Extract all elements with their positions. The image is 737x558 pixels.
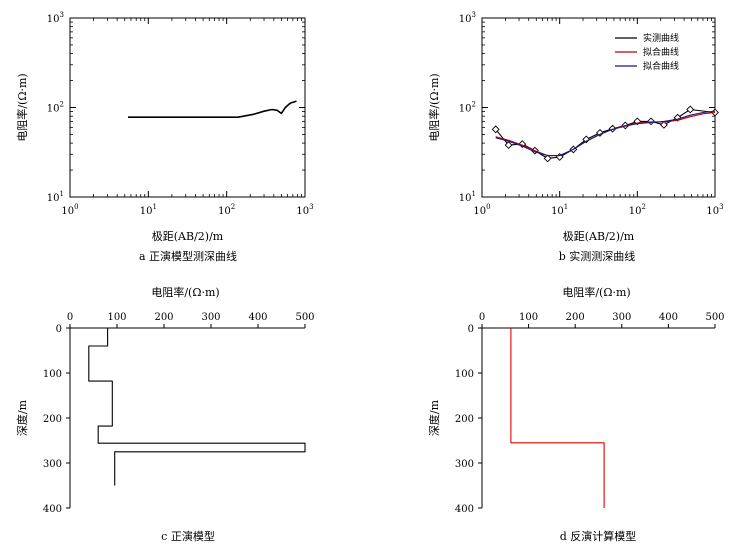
data-point <box>608 124 617 133</box>
caption: c 正演模型 <box>161 529 215 543</box>
x-tick-label-2: 102 <box>629 203 646 217</box>
x-tick-label-0: 0 <box>479 312 485 323</box>
y-tick-label-1: 102 <box>459 101 476 115</box>
data-point <box>491 125 500 134</box>
caption: d 反演计算模型 <box>560 529 637 543</box>
y-tick-label-0: 0 <box>468 324 474 335</box>
series-line-2 <box>495 110 716 157</box>
x-axis-label: 极距(AB/2)/m <box>152 229 224 243</box>
caption: a 正演模型测深曲线 <box>139 249 237 263</box>
y-tick-label-2: 103 <box>459 11 476 25</box>
x-tick-label-3: 300 <box>201 312 220 323</box>
x-tick-label-2: 102 <box>218 203 235 217</box>
x-tick-label-0: 100 <box>61 203 78 217</box>
x-tick-label-1: 100 <box>519 312 538 323</box>
chart-d: 0 100 200 300 400 500 0 100 200 300 400 电阻率/(Ω·m) 深度… <box>427 285 725 543</box>
data-point <box>686 105 695 114</box>
chart-c: 0 100 200 300 400 500 0 100 200 300 400 电阻率/(Ω·m) 深度… <box>15 285 315 543</box>
x-tick-label-0: 0 <box>67 312 73 323</box>
x-tick-label-2: 200 <box>566 312 585 323</box>
x-tick-label-1: 100 <box>107 312 126 323</box>
y-axis-label: 深度/m <box>15 399 29 436</box>
y-tick-label-0: 101 <box>459 190 476 204</box>
x-tick-label-5: 500 <box>295 312 314 323</box>
y-tick-label-2: 200 <box>455 414 474 425</box>
x-tick-label-4: 400 <box>659 312 678 323</box>
y-tick-label-2: 103 <box>47 11 64 25</box>
x-axis-label: 极距(AB/2)/m <box>563 229 635 243</box>
x-tick-label-5: 500 <box>705 312 724 323</box>
data-point <box>596 128 604 137</box>
x-tick-label-1: 101 <box>140 203 157 217</box>
chart-b: 100 101 102 103101102103极距(AB/2)/m电阻率/(Ω·m)… <box>427 11 724 263</box>
x-tick-label-3: 103 <box>296 203 313 217</box>
legend-entry-0: 实测曲线 <box>643 32 679 44</box>
x-tick-label-3: 300 <box>612 312 631 323</box>
y-tick-label-3: 300 <box>43 459 62 470</box>
data-point <box>582 135 591 144</box>
y-tick-label-0: 0 <box>56 324 62 335</box>
chart-a: 100 101 102 103101102103极距(AB/2)/m电阻率/(Ω·m)… <box>15 11 314 263</box>
series-line-0 <box>128 100 297 118</box>
legend-entry-1: 拟合曲线 <box>643 46 679 58</box>
y-tick-label-4: 400 <box>43 504 62 515</box>
caption: b 实测测深曲线 <box>559 249 636 263</box>
x-tick-label-3: 103 <box>706 203 723 217</box>
y-tick-label-1: 100 <box>455 369 474 380</box>
data-point <box>543 154 552 163</box>
x-tick-label-2: 200 <box>154 312 173 323</box>
series-line-0 <box>88 328 306 486</box>
data-point <box>518 140 527 149</box>
series-line-0 <box>510 328 605 508</box>
plot-frame <box>481 17 716 198</box>
y-tick-label-4: 400 <box>455 504 474 515</box>
y-axis-label: 电阻率/(Ω·m) <box>427 73 441 141</box>
plot-frame <box>69 17 306 198</box>
x-tick-label-4: 400 <box>248 312 267 323</box>
x-tick-label-0: 100 <box>473 203 490 217</box>
legend-entry-2: 拟合曲线 <box>643 60 679 72</box>
data-point <box>659 120 668 129</box>
y-tick-label-0: 101 <box>47 190 64 204</box>
y-tick-label-3: 300 <box>455 459 474 470</box>
y-axis-label: 深度/m <box>427 399 441 436</box>
x-axis-label: 电阻率/(Ω·m) <box>562 285 630 299</box>
y-axis-label: 电阻率/(Ω·m) <box>15 73 29 141</box>
data-point <box>504 141 513 150</box>
x-axis-label: 电阻率/(Ω·m) <box>151 285 219 299</box>
y-tick-label-1: 102 <box>47 101 64 115</box>
series-line-0 <box>495 108 716 159</box>
x-tick-label-1: 101 <box>551 203 568 217</box>
y-tick-label-1: 100 <box>43 369 62 380</box>
y-tick-label-2: 200 <box>43 414 62 425</box>
